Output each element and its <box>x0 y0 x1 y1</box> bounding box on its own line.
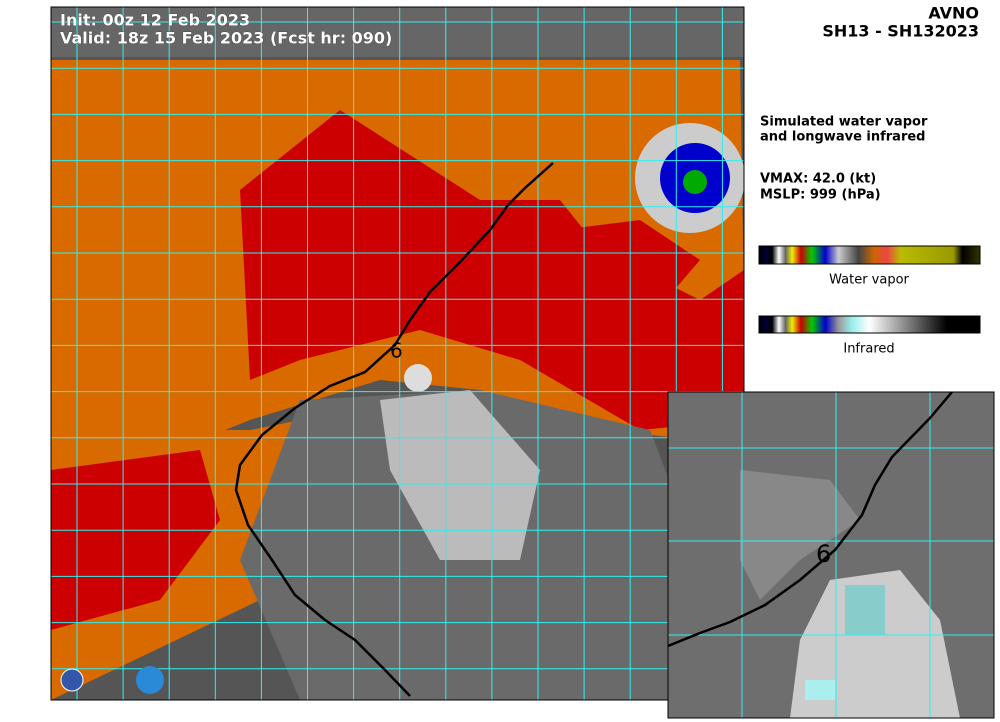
colorbar-label: Water vapor <box>829 273 909 288</box>
inset-track <box>668 392 953 648</box>
colorbar-label: Infrared <box>843 342 894 357</box>
valid-time: Valid: 18z 15 Feb 2023 (Fcst hr: 090) <box>60 29 392 48</box>
init-time: Init: 00z 12 Feb 2023 <box>60 11 250 30</box>
storm-id: SH13 - SH132023 <box>822 22 979 41</box>
map-border <box>50 6 745 701</box>
inset-border <box>667 391 995 719</box>
colorbar <box>758 315 981 334</box>
lat-lon-grid <box>51 7 744 700</box>
description: and longwave infrared <box>760 130 926 145</box>
storm-track <box>234 162 554 697</box>
vmax: VMAX: 42.0 (kt) <box>760 172 876 187</box>
mslp: MSLP: 999 (hPa) <box>760 188 881 203</box>
description: Simulated water vapor <box>760 115 928 130</box>
logos <box>60 666 164 694</box>
storm-symbol: 6 <box>390 339 403 363</box>
colorbar <box>758 245 981 265</box>
storm-symbol: 6 <box>816 540 831 568</box>
model-name: AVNO <box>928 4 979 23</box>
inset-grid <box>668 392 994 718</box>
